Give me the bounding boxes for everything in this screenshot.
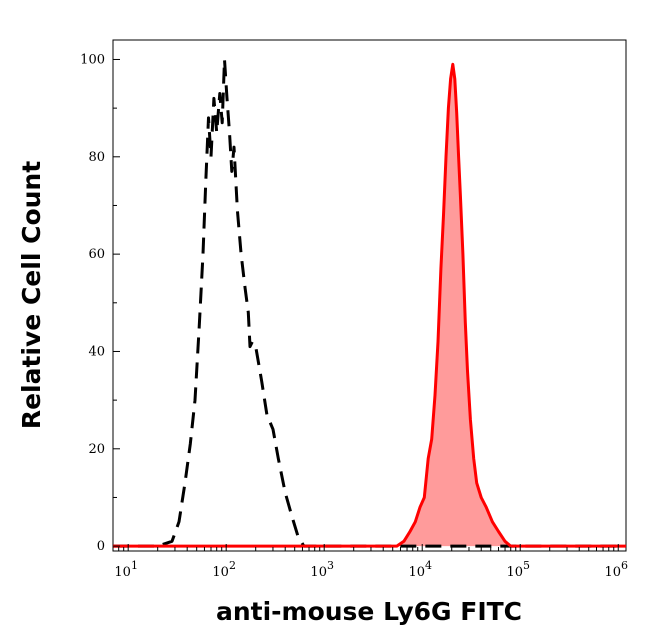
x-tick-label: 101 [114,559,138,580]
series-1-fill [113,64,626,547]
y-tick-label: 40 [88,344,105,359]
x-tick-label: 104 [408,559,432,580]
series-1-line [113,62,626,548]
x-tick-label: 106 [604,559,628,580]
plot-frame [112,39,627,552]
y-tick-label: 20 [88,442,105,457]
y-tick-label: 0 [97,539,105,554]
x-tick-label: 105 [506,559,530,580]
x-tick-label: 102 [212,559,236,580]
y-axis-title: Relative Cell Count [17,161,46,429]
y-tick-label: 60 [88,247,105,262]
y-tick-label: 80 [88,150,105,165]
x-axis-title: anti-mouse Ly6G FITC [216,597,522,626]
plot-layer [113,58,626,548]
x-tick-label: 103 [310,559,334,580]
series-0-line [113,58,626,548]
y-tick-label: 100 [80,52,105,67]
axis-layer: 0 20 40 60 80 100 101 102 103 104 105 106 [80,52,628,580]
